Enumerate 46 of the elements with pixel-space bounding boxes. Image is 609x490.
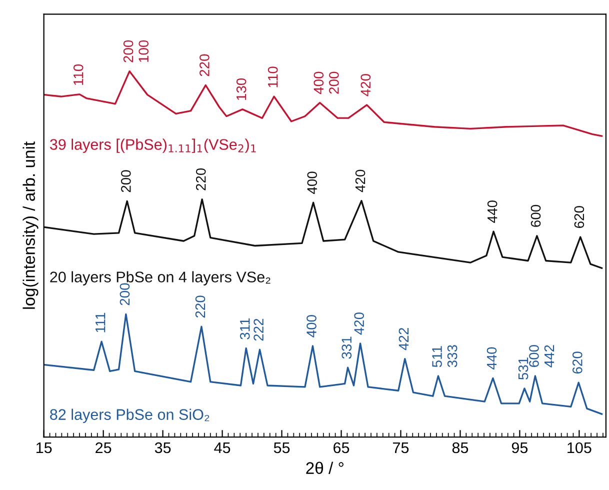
annotation: 440	[486, 347, 497, 370]
annotation: 200	[120, 283, 130, 306]
series-label: 82 layers PbSe on SiO₂	[50, 408, 210, 423]
x-tick-label: 15	[36, 442, 52, 454]
annotation: 440	[487, 200, 498, 223]
annotation: 600	[529, 345, 539, 367]
x-tick-label: 35	[154, 442, 171, 454]
annotation: 511	[432, 346, 442, 368]
y-axis-title: log(intensity) / arb. unit	[22, 141, 38, 309]
x-tick-label: 45	[214, 442, 230, 454]
annotation: 331	[342, 336, 352, 359]
annotation: 420	[354, 312, 364, 335]
x-tick-label: 95	[512, 442, 528, 454]
annotation: 222	[254, 318, 264, 341]
annotation: 130	[236, 78, 246, 100]
annotation: 620	[574, 206, 584, 228]
annotation: 600	[530, 204, 541, 227]
x-tick-label: 75	[393, 442, 409, 454]
annotation: 420	[355, 170, 366, 192]
annotation: 220	[196, 168, 206, 190]
annotation: 110	[73, 64, 84, 85]
annotation: 400	[307, 172, 318, 194]
annotation: 400	[314, 72, 324, 94]
x-tick-label: 105	[568, 442, 592, 454]
annotation: 200	[123, 40, 134, 62]
annotation: 400	[306, 315, 316, 338]
series-label: 39 layers [(PbSe)$_{1.11}$]$_{1}$(VSe$_{2}$)$_{1}$	[50, 138, 256, 153]
annotation: 100	[138, 40, 149, 62]
annotation: 531	[518, 358, 528, 380]
x-tick-label: 25	[96, 442, 112, 454]
annotation: 220	[195, 296, 206, 318]
annotation: 111	[96, 312, 106, 332]
x-tick-label: 55	[274, 442, 290, 454]
annotation: 420	[360, 74, 371, 96]
annotation: 200	[329, 72, 339, 94]
annotation: 110	[268, 66, 278, 88]
annotation: 442	[544, 345, 554, 368]
annotation: 422	[398, 328, 408, 350]
annotation: 220	[200, 54, 210, 76]
x-tick-label: 65	[334, 442, 350, 454]
x-tick-label: 85	[452, 442, 468, 454]
annotation: 620	[572, 352, 582, 374]
annotation: 200	[121, 170, 131, 192]
x-axis-title: 2θ / °	[306, 462, 344, 474]
annotation: 333	[447, 345, 458, 368]
annotation: 311	[240, 318, 250, 340]
